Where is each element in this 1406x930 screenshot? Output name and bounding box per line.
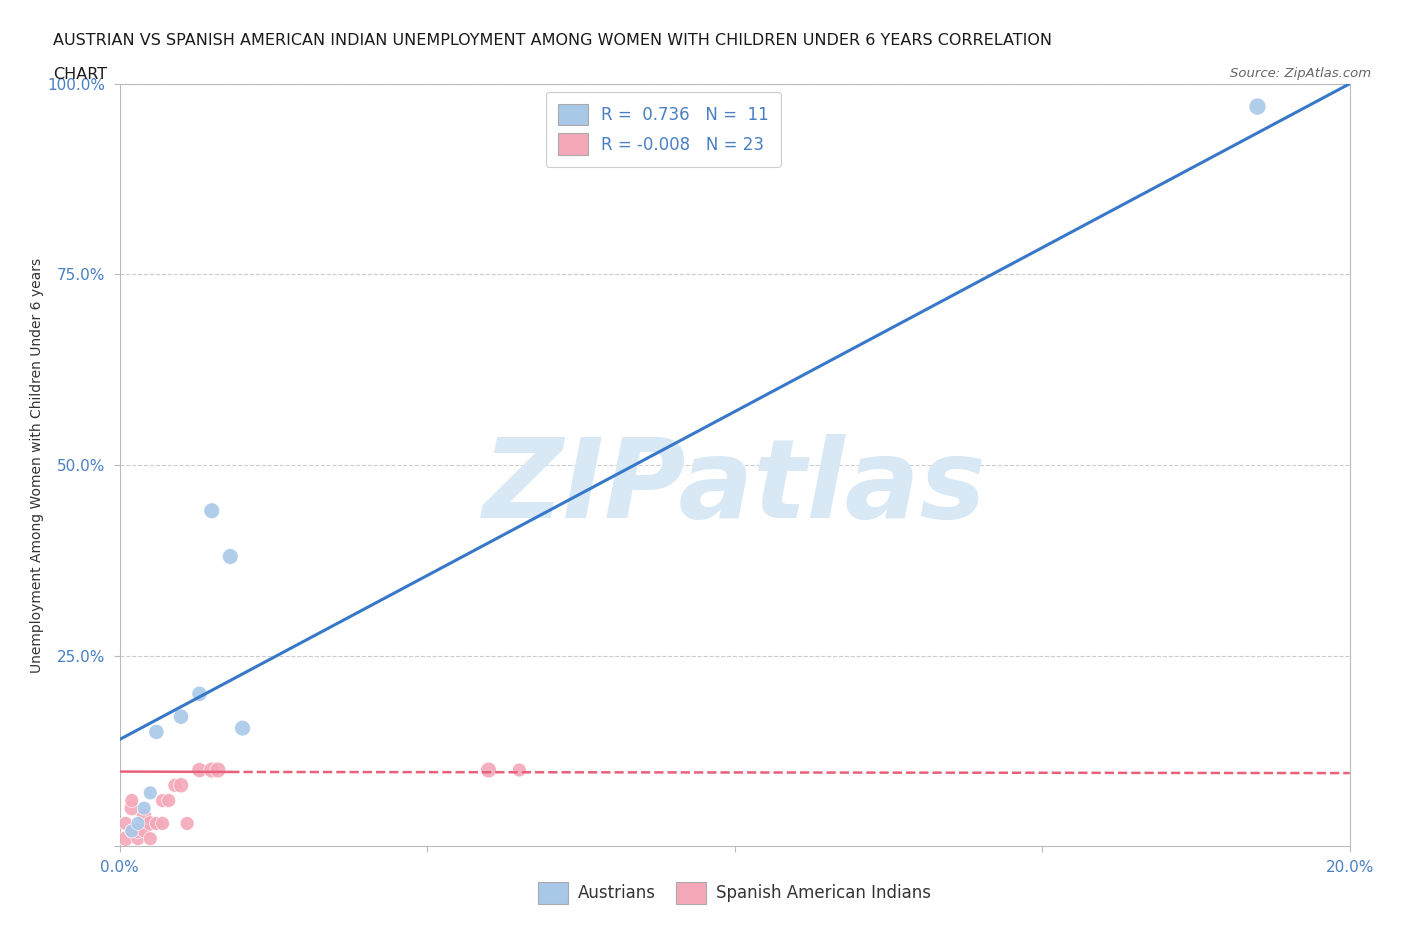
Point [132, 824, 156, 839]
Text: Source: ZipAtlas.com: Source: ZipAtlas.com [1230, 67, 1371, 80]
Point [114, 816, 136, 830]
Point [170, 710, 193, 724]
Point [139, 816, 162, 830]
Text: CHART: CHART [53, 67, 107, 82]
Point [201, 503, 224, 518]
Point [145, 724, 167, 739]
Point [127, 816, 149, 830]
Point [127, 831, 149, 846]
Point [127, 824, 149, 839]
Text: AUSTRIAN VS SPANISH AMERICAN INDIAN UNEMPLOYMENT AMONG WOMEN WITH CHILDREN UNDER: AUSTRIAN VS SPANISH AMERICAN INDIAN UNEM… [53, 33, 1053, 47]
Point [139, 831, 162, 846]
Point [121, 801, 143, 816]
Point [170, 777, 193, 792]
Point [176, 816, 198, 830]
Y-axis label: Unemployment Among Women with Children Under 6 years: Unemployment Among Women with Children U… [30, 258, 44, 672]
Point [188, 686, 211, 701]
Point [188, 763, 211, 777]
Point [132, 808, 156, 823]
Point [157, 793, 180, 808]
Point [163, 777, 186, 792]
Legend: Austrians, Spanish American Indians: Austrians, Spanish American Indians [531, 876, 938, 910]
Point [132, 801, 156, 816]
Point [231, 721, 254, 736]
Point [121, 824, 143, 839]
Point [1246, 100, 1268, 114]
Point [508, 763, 530, 777]
Point [121, 824, 143, 839]
Point [121, 793, 143, 808]
Point [207, 763, 229, 777]
Point [145, 816, 167, 830]
Point [219, 549, 242, 564]
Point [477, 763, 501, 777]
Point [139, 786, 162, 801]
Text: ZIPatlas: ZIPatlas [482, 434, 987, 541]
Point [201, 763, 224, 777]
Point [152, 816, 174, 830]
Point [114, 831, 136, 846]
Point [152, 793, 174, 808]
